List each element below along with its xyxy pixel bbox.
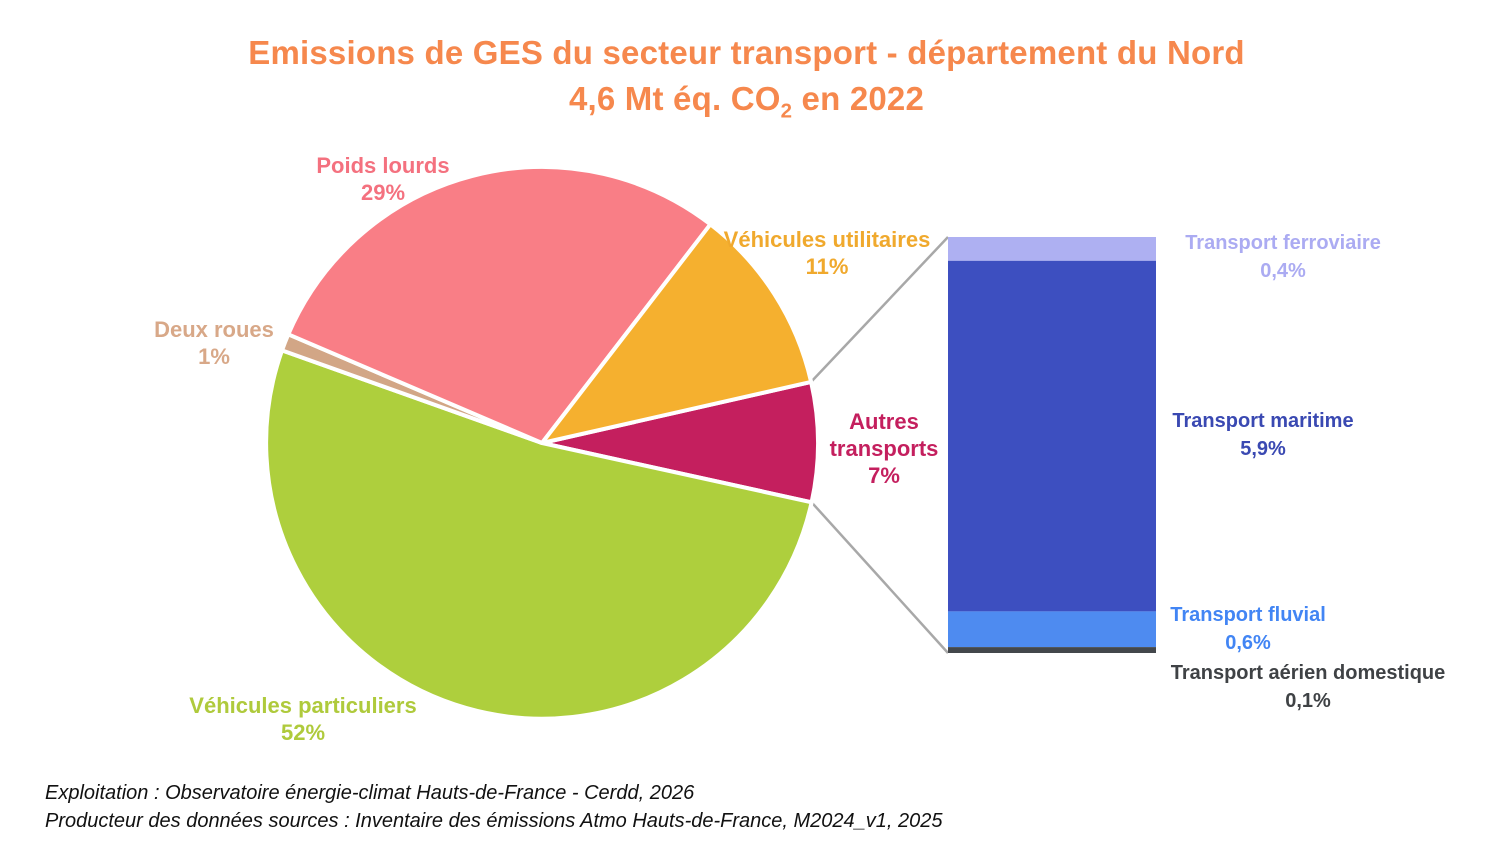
chart-title-line2: 4,6 Mt éq. CO2 en 2022 bbox=[568, 80, 925, 123]
connector-line-top bbox=[810, 236, 949, 383]
pie-label-deux-roues: Deux roues 1% bbox=[104, 316, 324, 370]
bar-segment-transport-maritime bbox=[948, 260, 1156, 612]
bar-label-value: 5,9% bbox=[1240, 438, 1286, 460]
pie-label-vehicules-utilitaires: Véhicules utilitaires 11% bbox=[667, 226, 987, 280]
co2-subscript: 2 bbox=[780, 99, 793, 123]
bar-segment-transport-aerien-domestique bbox=[948, 647, 1156, 653]
bar-label-text: Transport fluvial bbox=[1170, 604, 1326, 626]
bar-label-transport-aerien-domestique: Transport aérien domestique 0,1% bbox=[1123, 659, 1493, 715]
pie-slice-autres-transports bbox=[540, 379, 820, 505]
bar-label-transport-maritime: Transport maritime 5,9% bbox=[1108, 407, 1418, 463]
pie-label-vehicules-particuliers: Véhicules particuliers 52% bbox=[143, 692, 463, 746]
pie-slice-poids-lourds bbox=[286, 165, 713, 445]
bar-segment-transport-ferroviaire bbox=[948, 237, 1156, 261]
bar-label-text: Transport aérien domestique bbox=[1170, 662, 1446, 684]
source-note-line2: Producteur des données sources : Inventa… bbox=[45, 810, 943, 832]
pie-label-value: 29% bbox=[360, 180, 406, 205]
chart-title: Emissions de GES du secteur transport - … bbox=[0, 30, 1493, 135]
bar-label-transport-ferroviaire: Transport ferroviaire 0,4% bbox=[1128, 229, 1438, 285]
source-note-line1: Exploitation : Observatoire énergie-clim… bbox=[45, 782, 695, 804]
bar-label-text: Transport maritime bbox=[1172, 410, 1354, 432]
pie-slice-vehicules-utilitaires bbox=[540, 222, 814, 445]
pie-label-poids-lourds: Poids lourds 29% bbox=[243, 152, 523, 206]
pie-label-autres-transports: Autres transports 7% bbox=[799, 408, 969, 489]
source-note: Exploitation : Observatoire énergie-clim… bbox=[45, 779, 1245, 835]
pie-label-text: Poids lourds bbox=[316, 153, 450, 178]
bar-label-text: Transport ferroviaire bbox=[1185, 232, 1381, 254]
bar-label-value: 0,1% bbox=[1285, 690, 1331, 712]
connector-line-bottom bbox=[810, 501, 949, 654]
bar-label-value: 0,4% bbox=[1260, 260, 1306, 282]
pie-label-text: Véhicules utilitaires bbox=[723, 227, 931, 252]
pie-label-value: 1% bbox=[198, 344, 230, 369]
pie-slice-vehicules-particuliers bbox=[264, 348, 814, 721]
pie-label-value: 11% bbox=[805, 254, 849, 279]
pie-label-value: 7% bbox=[868, 463, 900, 488]
bar-segment-transport-fluvial bbox=[948, 611, 1156, 648]
pie-label-text: Véhicules particuliers bbox=[189, 693, 417, 718]
pie-label-value: 52% bbox=[280, 720, 326, 745]
chart-title-line1: Emissions de GES du secteur transport - … bbox=[248, 34, 1245, 71]
pie-label-text: Autres transports bbox=[829, 409, 939, 461]
bar-label-value: 0,6% bbox=[1225, 632, 1271, 654]
bar-label-transport-fluvial: Transport fluvial 0,6% bbox=[1098, 601, 1398, 657]
pie-label-text: Deux roues bbox=[154, 317, 274, 342]
